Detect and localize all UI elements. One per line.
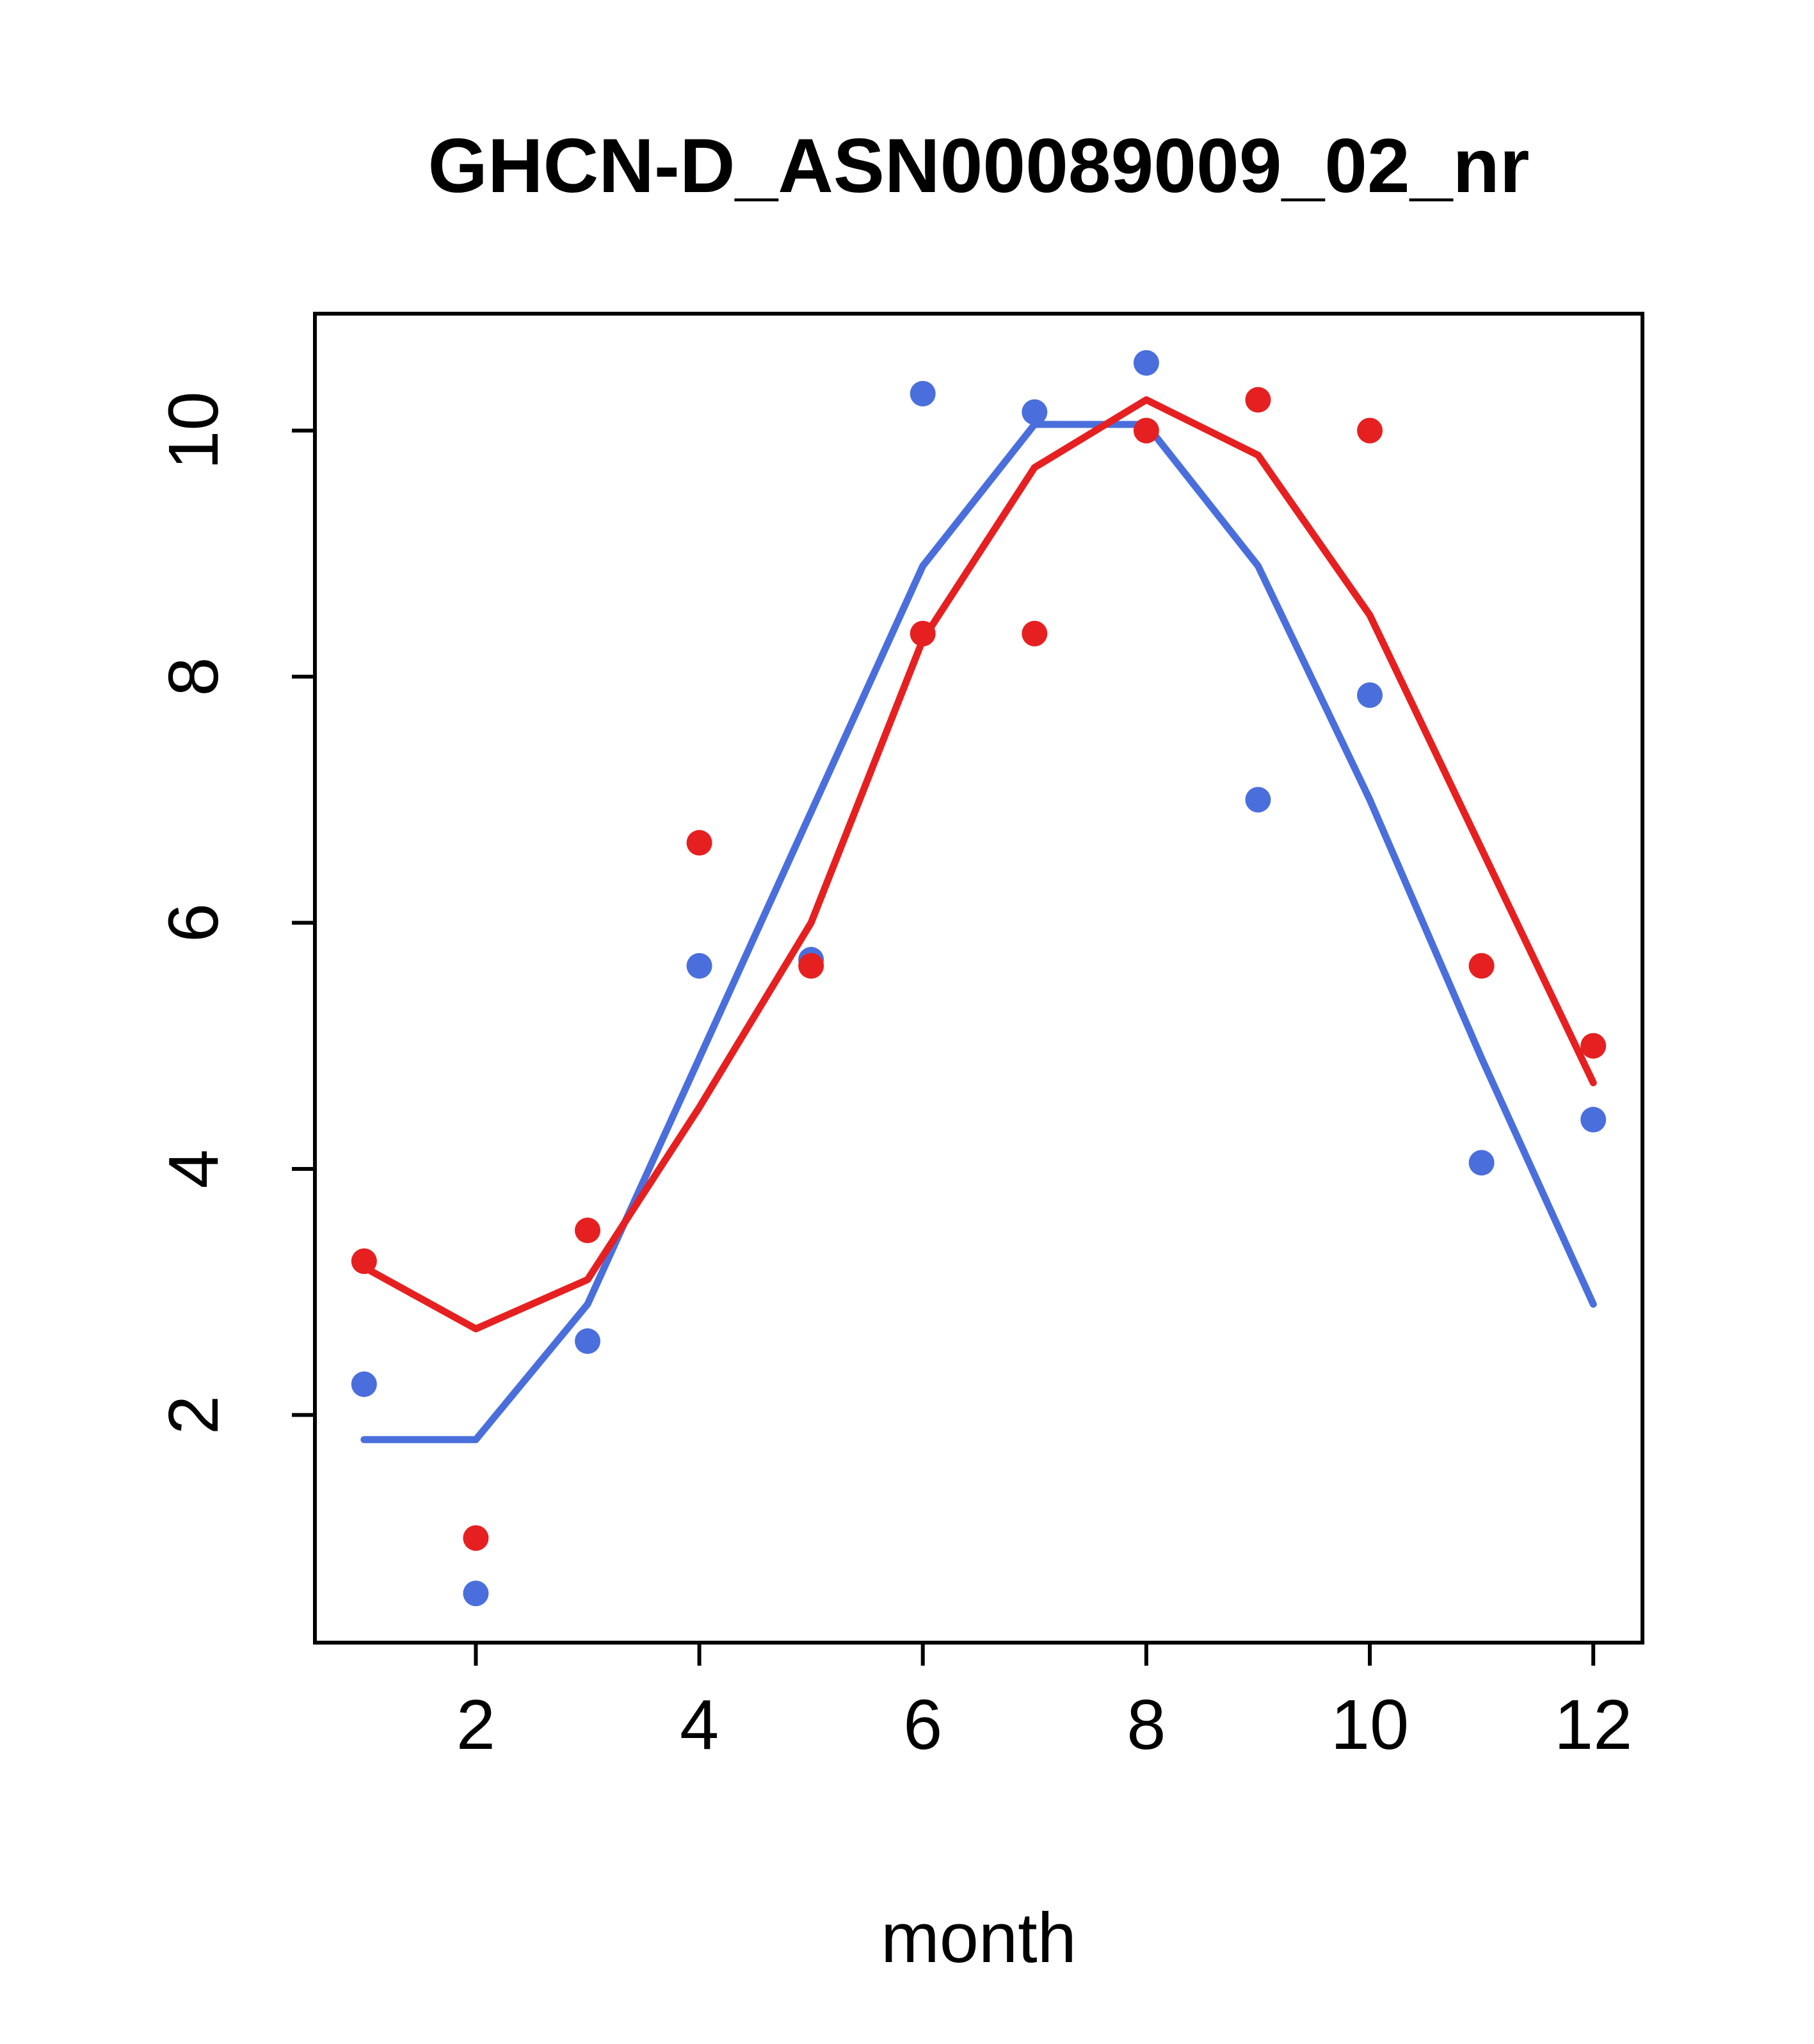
- x-tick-label: 12: [1554, 1686, 1632, 1764]
- data-series: [351, 350, 1607, 1607]
- y-tick-label: 8: [154, 657, 233, 696]
- x-tick-label: 8: [1127, 1686, 1166, 1764]
- red-smoothed-line: [360, 396, 1597, 1333]
- red-monthly-points-point: [1580, 1033, 1607, 1059]
- blue-monthly-points-point: [1468, 1150, 1495, 1176]
- y-tick-label: 2: [154, 1396, 233, 1435]
- axes: 2 4 6 8 10 12 2 4 6 8 10: [154, 312, 1644, 1764]
- red-monthly-points-point: [1468, 953, 1495, 979]
- x-tick-label: 2: [456, 1686, 495, 1764]
- blue-monthly-points-point: [1133, 350, 1159, 376]
- plot-box: [313, 312, 1644, 1645]
- blue-smoothed-line: [360, 421, 1597, 1444]
- y-tick-label: 10: [154, 391, 233, 469]
- red-monthly-points-point: [351, 1248, 377, 1275]
- y-tick-label: 4: [154, 1149, 233, 1188]
- blue-monthly-points-point: [686, 953, 712, 979]
- blue-monthly-points-point: [1022, 399, 1048, 425]
- red-monthly-points-point: [798, 953, 824, 979]
- blue-monthly-points-point: [463, 1581, 489, 1607]
- chart-title: GHCN-D_ASN00089009_02_nr: [428, 123, 1530, 209]
- red-monthly-points-point: [1245, 387, 1271, 413]
- red-monthly-points-point: [1357, 417, 1383, 444]
- blue-monthly-points-point: [910, 380, 936, 406]
- blue-monthly-points-point: [574, 1328, 600, 1355]
- x-tick-label: 10: [1331, 1686, 1409, 1764]
- blue-monthly-points-point: [351, 1371, 377, 1397]
- y-tick-label: 6: [154, 903, 233, 942]
- x-tick-label: 4: [680, 1686, 719, 1764]
- red-monthly-points-point: [686, 830, 712, 856]
- red-monthly-points-point: [1022, 620, 1048, 647]
- x-tick-label: 6: [903, 1686, 942, 1764]
- blue-monthly-points-point: [1245, 787, 1271, 813]
- blue-monthly-points-point: [1357, 682, 1383, 708]
- blue-monthly-points-point: [1580, 1107, 1607, 1133]
- red-monthly-points-point: [463, 1525, 489, 1551]
- red-monthly-points-point: [574, 1218, 600, 1244]
- red-monthly-points-point: [910, 620, 936, 647]
- red-monthly-points-point: [1133, 417, 1159, 444]
- x-axis-title: month: [881, 1899, 1077, 1977]
